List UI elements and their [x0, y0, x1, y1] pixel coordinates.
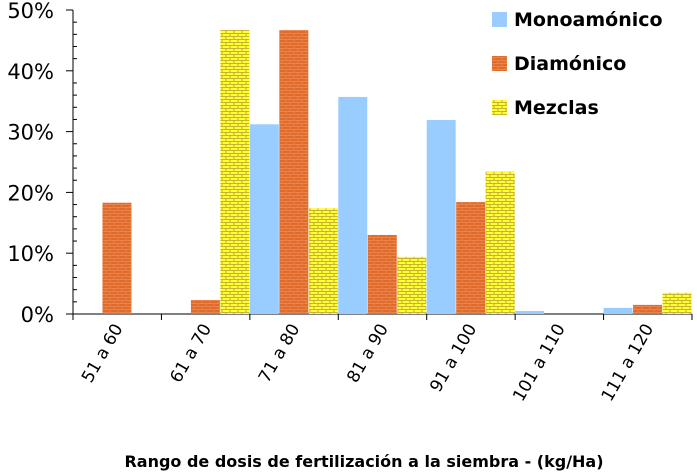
bar-diamónico-6 — [633, 304, 663, 314]
y-tick-label: 0% — [21, 303, 54, 327]
x-tick-label: 71 a 80 — [255, 321, 305, 387]
x-tick-label: 111 a 120 — [598, 321, 658, 406]
bar-monoamónico-4 — [426, 120, 456, 314]
x-tick-label: 61 a 70 — [166, 321, 216, 387]
legend-swatch — [492, 100, 507, 115]
y-tick-label: 10% — [7, 242, 54, 266]
legend: Monoamónico Diamónico Mezclas — [492, 9, 663, 119]
legend-swatch — [492, 12, 507, 27]
y-tick-label: 30% — [7, 121, 54, 145]
x-tick-label: 81 a 90 — [343, 321, 393, 387]
bar-diamónico-3 — [367, 234, 397, 314]
legend-swatch — [492, 56, 507, 71]
bars — [102, 30, 692, 315]
bar-monoamónico-6 — [603, 307, 633, 314]
x-tick-label: 91 a 100 — [426, 321, 481, 396]
bar-monoamónico-2 — [249, 124, 279, 314]
y-tick-label: 40% — [7, 60, 54, 84]
y-tick-label: 50% — [7, 0, 54, 23]
legend-label: Mezclas — [514, 97, 599, 119]
bar-diamónico-4 — [456, 202, 486, 314]
bar-mezclas-1 — [220, 30, 250, 315]
bar-diamónico-0 — [102, 202, 132, 314]
legend-label: Diamónico — [514, 53, 626, 75]
x-tick-label: 101 a 110 — [509, 321, 569, 406]
bar-mezclas-2 — [308, 208, 338, 314]
x-axis-title: Rango de dosis de fertilización a la sie… — [124, 452, 603, 471]
bar-diamónico-2 — [279, 30, 309, 315]
bar-mezclas-4 — [485, 171, 515, 314]
bar-diamónico-1 — [190, 300, 220, 314]
x-tick-label: 51 a 60 — [78, 321, 128, 387]
y-tick-label: 20% — [7, 181, 54, 205]
bar-mezclas-6 — [662, 292, 692, 314]
bar-monoamónico-3 — [338, 96, 368, 314]
legend-label: Monoamónico — [514, 9, 663, 31]
bar-mezclas-3 — [397, 256, 427, 314]
bar-monoamónico-5 — [515, 310, 545, 314]
